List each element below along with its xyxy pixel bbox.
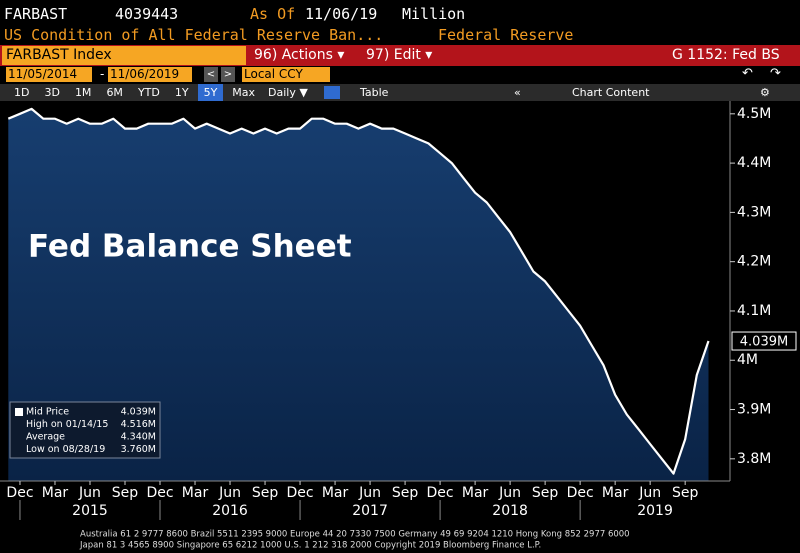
- undo[interactable]: ↶: [742, 66, 753, 81]
- x-tick-label: Sep: [112, 485, 139, 501]
- legend-name: Mid Price: [26, 407, 69, 418]
- x-tick-label: Sep: [532, 485, 559, 501]
- description: US Condition of All Federal Reserve Ban.…: [4, 26, 384, 44]
- x-tick-label: Mar: [42, 485, 69, 501]
- table-button[interactable]: Table: [360, 86, 389, 99]
- y-tick-label: 4.5M: [737, 106, 771, 122]
- y-tick-label: 3.8M: [737, 451, 771, 467]
- footer-line: Japan 81 3 4565 8900 Singapore 65 6212 1…: [79, 541, 541, 551]
- legend-value: 4.340M: [121, 432, 156, 443]
- period-button[interactable]: 6M: [106, 86, 123, 99]
- x-tick-label: Mar: [182, 485, 209, 501]
- redo[interactable]: ↷: [770, 66, 781, 81]
- security-field[interactable]: FARBAST Index: [2, 46, 246, 65]
- x-tick-label: Jun: [218, 485, 241, 501]
- year-label: 2017: [352, 503, 388, 519]
- x-tick-label: Dec: [146, 485, 173, 501]
- as-of-label: As Of: [250, 5, 296, 23]
- x-tick-label: Dec: [6, 485, 33, 501]
- legend-swatch: [15, 408, 23, 416]
- x-tick-label: Jun: [78, 485, 101, 501]
- period-button[interactable]: Max: [232, 86, 256, 99]
- currency-field[interactable]: Local CCY: [242, 67, 330, 82]
- x-tick-label: Dec: [427, 485, 454, 501]
- x-tick-label: Mar: [322, 485, 349, 501]
- y-tick-label: 4.1M: [737, 303, 771, 319]
- period-button[interactable]: YTD: [137, 86, 160, 99]
- y-tick-label: 4.2M: [737, 254, 771, 270]
- x-tick-label: Jun: [358, 485, 381, 501]
- period-button[interactable]: 1M: [74, 86, 92, 99]
- year-label: 2016: [212, 503, 248, 519]
- footer-line: Australia 61 2 9777 8600 Brazil 5511 239…: [80, 530, 630, 540]
- date-dash: -: [100, 67, 105, 81]
- prev-button[interactable]: <: [204, 67, 218, 82]
- edit-menu[interactable]: 97) Edit ▾: [366, 47, 433, 63]
- last-value-box: [731, 331, 797, 351]
- y-tick-label: 4.3M: [737, 204, 771, 220]
- year-label: 2018: [492, 503, 528, 519]
- y-tick-label: 4.4M: [737, 155, 771, 171]
- x-tick-label: Jun: [638, 485, 661, 501]
- actions-menu[interactable]: 96) Actions ▾: [254, 47, 345, 63]
- as-of-date: 11/06/19: [305, 5, 378, 23]
- legend-name: High on 01/14/15: [26, 419, 108, 430]
- period-button[interactable]: 3D: [44, 86, 60, 99]
- year-label: 2015: [72, 503, 108, 519]
- x-tick-label: Dec: [287, 485, 314, 501]
- units: Million: [402, 5, 466, 23]
- x-tick-label: Mar: [602, 485, 629, 501]
- series-id: 4039443: [115, 5, 179, 23]
- page-code: G 1152: Fed BS: [672, 47, 780, 63]
- y-tick-label: 3.9M: [737, 402, 771, 418]
- next-button[interactable]: >: [221, 67, 235, 82]
- legend-value: 3.760M: [121, 444, 156, 455]
- legend-box: [9, 401, 161, 459]
- x-tick-label: Jun: [498, 485, 521, 501]
- collapse[interactable]: «: [514, 86, 521, 99]
- period-button[interactable]: 1Y: [174, 86, 189, 99]
- chart-title: Fed Balance Sheet: [28, 229, 352, 265]
- legend-name: Low on 08/28/19: [26, 444, 105, 455]
- y-tick-label: 4M: [737, 352, 758, 368]
- legend-value: 4.039M: [121, 407, 156, 418]
- x-tick-label: Dec: [567, 485, 594, 501]
- price-line: [7, 107, 710, 475]
- last-value-label: 4.039M: [740, 335, 788, 350]
- source: Federal Reserve: [438, 26, 574, 44]
- frequency[interactable]: Daily ▼: [268, 86, 308, 99]
- period-button[interactable]: 5Y: [197, 84, 224, 101]
- chart-content[interactable]: Chart Content: [572, 86, 650, 99]
- x-tick-label: Sep: [672, 485, 699, 501]
- ticker: FARBAST: [4, 5, 68, 23]
- x-tick-label: Sep: [392, 485, 419, 501]
- year-label: 2019: [637, 503, 673, 519]
- start-date[interactable]: 11/05/2014: [6, 67, 92, 82]
- end-date[interactable]: 11/06/2019: [108, 67, 192, 82]
- legend-value: 4.516M: [121, 419, 156, 430]
- period-button[interactable]: 1D: [14, 86, 30, 99]
- x-tick-label: Mar: [462, 485, 489, 501]
- area-fill: [8, 108, 709, 482]
- legend-name: Average: [26, 432, 65, 443]
- x-tick-label: Sep: [252, 485, 279, 501]
- chart-icon[interactable]: [324, 86, 340, 99]
- period-buttons: 1D 3D 1M 6M YTD 1Y 5Y Max: [8, 84, 264, 101]
- settings[interactable]: ⚙: [760, 86, 770, 99]
